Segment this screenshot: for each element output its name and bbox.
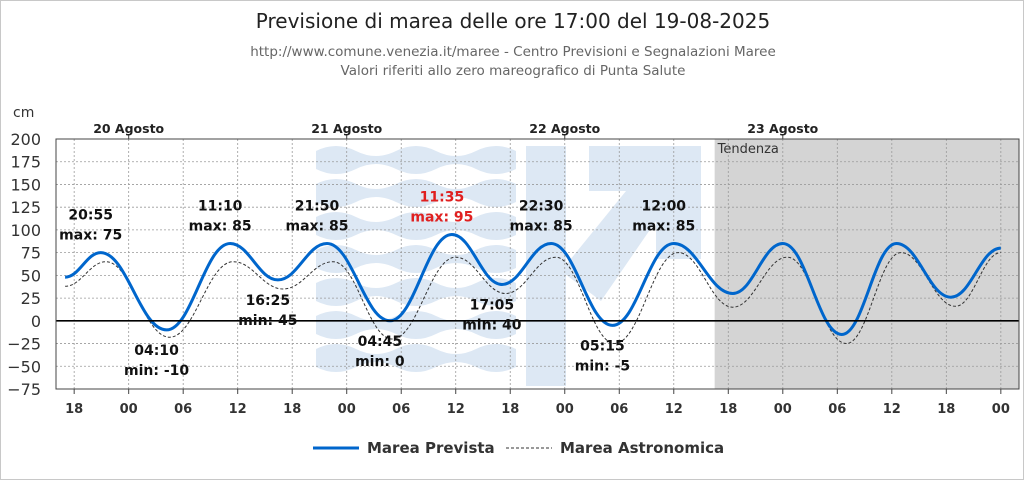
annotation-value: max: 95 <box>410 209 473 225</box>
annotation-value: min: -5 <box>575 358 630 374</box>
y-tick-label: 150 <box>10 175 41 194</box>
y-tick-label: 0 <box>31 312 41 331</box>
annotation-time: 17:05 <box>470 297 515 313</box>
annotation-value: max: 85 <box>189 219 252 235</box>
watermark-wave <box>316 146 516 174</box>
x-tick-label: 06 <box>610 402 628 417</box>
y-tick-label: 100 <box>10 221 41 240</box>
day-label: 21 Agosto <box>311 121 382 136</box>
legend-label-astronomica: Marea Astronomica <box>560 439 724 457</box>
chart-subtitle-source: http://www.comune.venezia.it/maree - Cen… <box>250 44 776 60</box>
y-tick-label: 125 <box>10 198 41 217</box>
annotation-time: 16:25 <box>246 293 291 309</box>
watermark-wave <box>316 344 516 372</box>
watermark-wave <box>316 311 516 339</box>
x-tick-label: 12 <box>229 402 247 417</box>
x-tick-label: 18 <box>501 402 519 417</box>
annotation-value: min: -10 <box>124 363 189 379</box>
series-line-prevista <box>64 232 1002 337</box>
y-axis-label: cm <box>13 105 34 121</box>
annotation-value: max: 75 <box>59 228 122 244</box>
y-tick-label: 175 <box>10 153 41 172</box>
x-tick-label: 12 <box>447 402 465 417</box>
x-tick-label: 18 <box>937 402 955 417</box>
annotation-time: 05:15 <box>580 338 625 354</box>
annotation-time: 11:10 <box>198 199 243 215</box>
legend-label-prevista: Marea Prevista <box>367 439 495 457</box>
watermark-wave <box>316 245 516 273</box>
x-tick-label: 06 <box>174 402 192 417</box>
series-line-astronomica <box>65 252 1001 345</box>
annotation-time: 12:00 <box>641 199 686 215</box>
x-tick-label: 00 <box>338 402 356 417</box>
annotation-time: 20:55 <box>68 208 113 224</box>
y-tick-label: −50 <box>7 357 41 376</box>
y-tick-label: −75 <box>7 380 41 399</box>
watermark-wave <box>316 212 516 240</box>
tendenza-region <box>714 139 1019 389</box>
x-tick-label: 06 <box>392 402 410 417</box>
x-tick-label: 00 <box>556 402 574 417</box>
day-label: 23 Agosto <box>747 121 818 136</box>
watermark-bar <box>526 146 566 386</box>
x-tick-label: 12 <box>665 402 683 417</box>
y-tick-label: 50 <box>21 266 41 285</box>
annotation-time: 22:30 <box>519 199 564 215</box>
chart-title: Previsione di marea delle ore 17:00 del … <box>255 9 771 33</box>
annotation-value: min: 45 <box>238 313 297 329</box>
plot-border <box>55 138 1020 390</box>
y-tick-label: 25 <box>21 289 41 308</box>
day-label: 20 Agosto <box>93 121 164 136</box>
watermark-wave <box>316 179 516 207</box>
annotation-value: min: 40 <box>462 317 522 333</box>
x-tick-label: 12 <box>883 402 901 417</box>
x-tick-label: 18 <box>65 402 83 417</box>
watermark-logo <box>316 146 701 386</box>
day-label: 22 Agosto <box>529 121 600 136</box>
y-tick-label: 200 <box>10 130 41 149</box>
chart-subtitle-reference: Valori riferiti allo zero mareografico d… <box>340 63 686 79</box>
annotation-time: 04:10 <box>134 343 179 359</box>
x-tick-label: 18 <box>283 402 301 417</box>
x-tick-label: 18 <box>719 402 737 417</box>
annotation-time: 04:45 <box>358 334 403 350</box>
x-tick-label: 06 <box>828 402 846 417</box>
annotation-value: min: 0 <box>355 354 405 370</box>
y-tick-label: 75 <box>21 244 41 263</box>
annotation-time: 21:50 <box>295 199 340 215</box>
y-tick-label: −25 <box>7 335 41 354</box>
annotation-time: 11:35 <box>420 189 465 205</box>
x-tick-label: 00 <box>120 402 138 417</box>
annotation-value: max: 85 <box>285 219 348 235</box>
annotation-value: max: 85 <box>632 219 695 235</box>
x-tick-label: 00 <box>774 402 792 417</box>
x-tick-label: 00 <box>992 402 1010 417</box>
tendenza-label: Tendenza <box>717 142 779 157</box>
annotation-value: max: 85 <box>510 219 573 235</box>
